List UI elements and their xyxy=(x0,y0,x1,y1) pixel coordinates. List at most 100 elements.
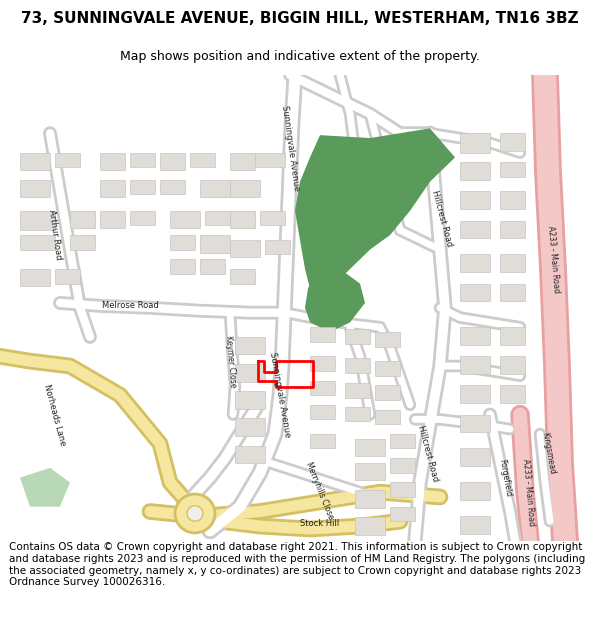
Text: Contains OS data © Crown copyright and database right 2021. This information is : Contains OS data © Crown copyright and d… xyxy=(9,542,585,587)
Bar xyxy=(460,254,490,272)
Text: Sunningvale Avenue: Sunningvale Avenue xyxy=(280,104,301,191)
Bar xyxy=(460,482,490,500)
Text: Arthur Road: Arthur Road xyxy=(47,209,63,261)
Text: Norheads Lane: Norheads Lane xyxy=(43,382,68,446)
Bar xyxy=(500,133,525,151)
Bar xyxy=(130,152,155,167)
Bar xyxy=(20,211,55,230)
Bar xyxy=(310,434,335,449)
Bar xyxy=(345,358,370,372)
Bar xyxy=(20,269,50,286)
Bar xyxy=(70,235,95,249)
Bar xyxy=(230,211,255,228)
Bar xyxy=(375,361,400,376)
Bar xyxy=(500,284,525,301)
Bar xyxy=(460,414,490,432)
Bar xyxy=(310,328,335,342)
Text: Stock Hill: Stock Hill xyxy=(301,519,340,528)
Bar xyxy=(55,269,80,284)
Bar xyxy=(375,386,400,400)
Bar xyxy=(310,356,335,371)
Bar xyxy=(390,458,415,472)
Bar xyxy=(500,221,525,238)
Bar xyxy=(235,418,265,436)
Bar xyxy=(355,518,385,535)
Bar xyxy=(460,284,490,301)
Bar xyxy=(500,162,525,177)
Bar xyxy=(355,490,385,508)
Bar xyxy=(460,162,490,180)
Bar xyxy=(460,133,490,152)
Bar xyxy=(390,507,415,521)
Bar xyxy=(500,254,525,272)
Bar xyxy=(345,329,370,344)
Bar xyxy=(500,191,525,209)
Bar xyxy=(170,259,195,274)
Bar xyxy=(500,328,525,344)
Bar xyxy=(200,235,230,252)
Bar xyxy=(160,180,185,194)
Bar xyxy=(55,152,80,167)
Bar xyxy=(130,211,155,226)
Circle shape xyxy=(187,506,203,521)
Text: Forgefield: Forgefield xyxy=(497,458,513,497)
Bar xyxy=(235,337,265,354)
Bar xyxy=(70,211,95,228)
Text: Kingsmead: Kingsmead xyxy=(540,431,556,475)
Bar xyxy=(345,407,370,421)
Bar xyxy=(255,152,285,167)
Bar xyxy=(100,211,125,228)
Bar xyxy=(260,211,285,226)
Bar xyxy=(200,259,225,274)
Text: Map shows position and indicative extent of the property.: Map shows position and indicative extent… xyxy=(120,50,480,62)
Bar xyxy=(355,439,385,456)
Bar xyxy=(390,434,415,449)
Bar xyxy=(460,221,490,238)
Bar xyxy=(310,405,335,419)
Text: Merryhills Close: Merryhills Close xyxy=(304,460,335,520)
Bar xyxy=(230,240,260,258)
Bar xyxy=(460,449,490,466)
Bar xyxy=(265,240,290,254)
Text: Hillcrest Road: Hillcrest Road xyxy=(430,189,454,248)
Bar xyxy=(130,180,155,194)
Text: Melrose Road: Melrose Road xyxy=(101,301,158,311)
Text: A233 - Main Road: A233 - Main Road xyxy=(521,458,535,526)
Bar xyxy=(460,356,490,374)
Bar xyxy=(205,211,230,226)
Text: Keymer Close: Keymer Close xyxy=(224,335,238,388)
Bar xyxy=(460,328,490,344)
Bar xyxy=(310,381,335,395)
Polygon shape xyxy=(295,128,455,308)
Bar xyxy=(235,391,265,409)
Bar xyxy=(230,269,255,284)
Bar xyxy=(355,463,385,481)
Bar xyxy=(230,180,260,198)
Bar xyxy=(345,384,370,398)
Bar xyxy=(100,152,125,170)
Bar xyxy=(390,482,415,497)
Polygon shape xyxy=(305,264,365,332)
Bar xyxy=(20,235,55,249)
Bar xyxy=(460,191,490,209)
Bar xyxy=(230,152,255,170)
Bar xyxy=(190,152,215,167)
Text: Sunningvale Avenue: Sunningvale Avenue xyxy=(268,352,292,438)
Bar xyxy=(170,211,200,228)
Bar xyxy=(235,446,265,463)
Bar xyxy=(500,386,525,403)
Bar xyxy=(160,152,185,170)
Text: 73, SUNNINGVALE AVENUE, BIGGIN HILL, WESTERHAM, TN16 3BZ: 73, SUNNINGVALE AVENUE, BIGGIN HILL, WES… xyxy=(21,11,579,26)
Circle shape xyxy=(175,494,215,533)
Bar xyxy=(235,364,265,381)
Bar xyxy=(460,516,490,534)
Text: A233 - Main Road: A233 - Main Road xyxy=(545,226,560,293)
Bar xyxy=(460,386,490,403)
Bar xyxy=(20,180,50,198)
Bar xyxy=(500,356,525,374)
Bar xyxy=(170,235,195,249)
Polygon shape xyxy=(20,468,70,507)
Bar xyxy=(375,409,400,424)
Bar xyxy=(200,180,230,198)
Bar xyxy=(20,152,50,170)
